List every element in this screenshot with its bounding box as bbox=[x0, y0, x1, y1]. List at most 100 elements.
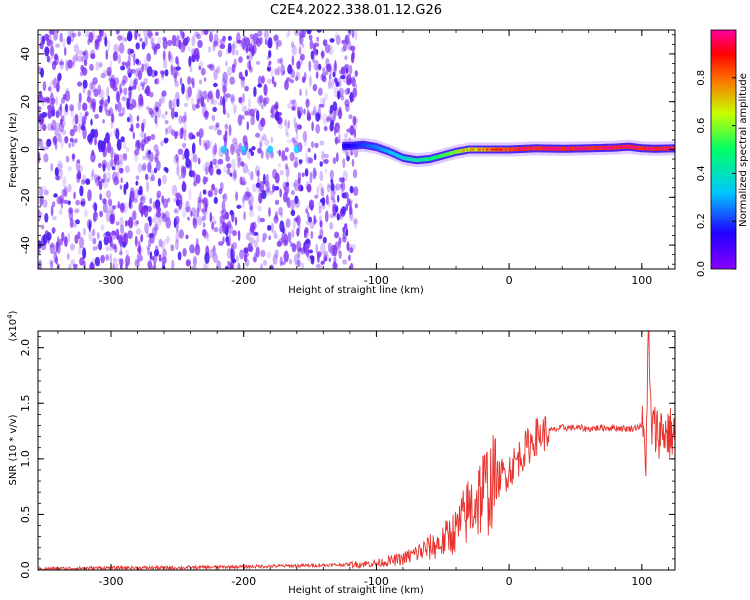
noise-speckle bbox=[326, 184, 331, 193]
signal-peak bbox=[633, 146, 637, 149]
signal-peak bbox=[644, 147, 648, 150]
noise-speckle bbox=[324, 254, 327, 262]
noise-speckle bbox=[107, 39, 111, 52]
noise-speckle bbox=[278, 124, 284, 130]
signal-core bbox=[347, 143, 350, 148]
noise-speckle bbox=[315, 112, 321, 122]
noise-speckle bbox=[329, 213, 335, 219]
noise-speckle bbox=[293, 140, 299, 147]
noise-speckle bbox=[79, 185, 84, 197]
noise-speckle bbox=[168, 99, 173, 110]
noise-speckle bbox=[47, 109, 53, 119]
noise-speckle bbox=[107, 233, 112, 244]
noise-speckle bbox=[312, 105, 317, 116]
noise-speckle bbox=[212, 44, 216, 52]
noise-speckle bbox=[350, 148, 354, 156]
signal-core bbox=[394, 152, 398, 157]
signal-core bbox=[355, 143, 358, 148]
noise-speckle bbox=[73, 44, 80, 53]
noise-speckle bbox=[78, 165, 84, 172]
signal-core bbox=[428, 157, 431, 162]
noise-speckle bbox=[215, 122, 220, 128]
signal-core bbox=[356, 143, 360, 148]
noise-speckle bbox=[154, 78, 157, 85]
noise-speckle bbox=[266, 67, 271, 72]
signal-core bbox=[444, 152, 447, 157]
noise-speckle bbox=[78, 245, 82, 256]
noise-speckle bbox=[46, 38, 51, 47]
noise-speckle bbox=[274, 185, 280, 191]
noise-speckle bbox=[319, 140, 325, 146]
noise-speckle bbox=[175, 231, 180, 243]
noise-speckle bbox=[312, 42, 316, 50]
noise-speckle bbox=[219, 38, 226, 45]
noise-speckle bbox=[341, 66, 346, 75]
noise-speckle bbox=[288, 258, 293, 265]
noise-speckle bbox=[58, 122, 64, 133]
noise-speckle bbox=[321, 150, 325, 161]
signal-core bbox=[420, 157, 423, 162]
noise-speckle bbox=[346, 75, 350, 83]
signal-core bbox=[369, 144, 372, 148]
noise-speckle bbox=[182, 165, 187, 176]
noise-speckle bbox=[330, 119, 335, 126]
noise-speckle bbox=[44, 46, 50, 57]
noise-speckle bbox=[88, 220, 92, 232]
noise-speckle bbox=[344, 88, 350, 95]
signal-core bbox=[393, 151, 396, 156]
noise-speckle bbox=[249, 33, 255, 40]
noise-speckle bbox=[102, 69, 109, 77]
noise-speckle bbox=[113, 43, 119, 55]
noise-speckle bbox=[90, 53, 96, 60]
noise-speckle bbox=[117, 153, 124, 165]
noise-speckle bbox=[338, 250, 342, 259]
signal-peak bbox=[547, 147, 551, 150]
noise-speckle bbox=[106, 66, 112, 77]
noise-speckle bbox=[193, 47, 200, 60]
noise-speckle bbox=[332, 109, 337, 122]
noise-speckle bbox=[119, 167, 124, 174]
noise-speckle bbox=[138, 244, 142, 256]
noise-speckle bbox=[105, 49, 109, 60]
noise-speckle bbox=[322, 236, 327, 244]
noise-speckle bbox=[322, 113, 328, 125]
noise-speckle bbox=[285, 218, 291, 228]
noise-speckle bbox=[185, 234, 189, 240]
noise-speckle bbox=[102, 202, 108, 214]
noise-speckle bbox=[283, 250, 289, 263]
noise-speckle bbox=[131, 98, 137, 109]
noise-speckle bbox=[182, 153, 186, 160]
noise-speckle bbox=[94, 137, 97, 146]
noise-speckle bbox=[73, 209, 79, 214]
noise-speckle bbox=[175, 192, 181, 200]
noise-speckle bbox=[150, 134, 156, 140]
snr-multiplier-close: ) bbox=[8, 310, 19, 314]
noise-speckle bbox=[88, 32, 94, 43]
noise-speckle bbox=[97, 174, 101, 187]
noise-speckle bbox=[128, 216, 134, 229]
signal-core bbox=[628, 144, 632, 149]
noise-speckle bbox=[274, 101, 278, 112]
noise-speckle bbox=[217, 158, 224, 165]
noise-speckle bbox=[175, 66, 181, 71]
noise-speckle bbox=[144, 56, 147, 68]
noise-speckle bbox=[146, 135, 151, 142]
noise-speckle bbox=[90, 152, 96, 163]
noise-speckle bbox=[63, 186, 68, 198]
signal-core bbox=[425, 157, 428, 162]
noise-speckle bbox=[136, 253, 140, 264]
noise-speckle bbox=[267, 55, 270, 61]
noise-speckle bbox=[213, 142, 217, 155]
noise-speckle bbox=[127, 92, 133, 102]
noise-speckle bbox=[119, 203, 125, 211]
noise-speckle bbox=[264, 180, 270, 187]
noise-speckle bbox=[242, 92, 245, 103]
signal-core bbox=[407, 156, 411, 161]
signal-peak bbox=[608, 146, 611, 149]
noise-speckle bbox=[287, 231, 292, 243]
noise-speckle bbox=[128, 113, 132, 123]
noise-speckle bbox=[297, 171, 302, 182]
noise-speckle bbox=[151, 37, 154, 50]
noise-speckle bbox=[83, 120, 87, 126]
colorbar-tick-label: 0.2 bbox=[696, 213, 707, 229]
